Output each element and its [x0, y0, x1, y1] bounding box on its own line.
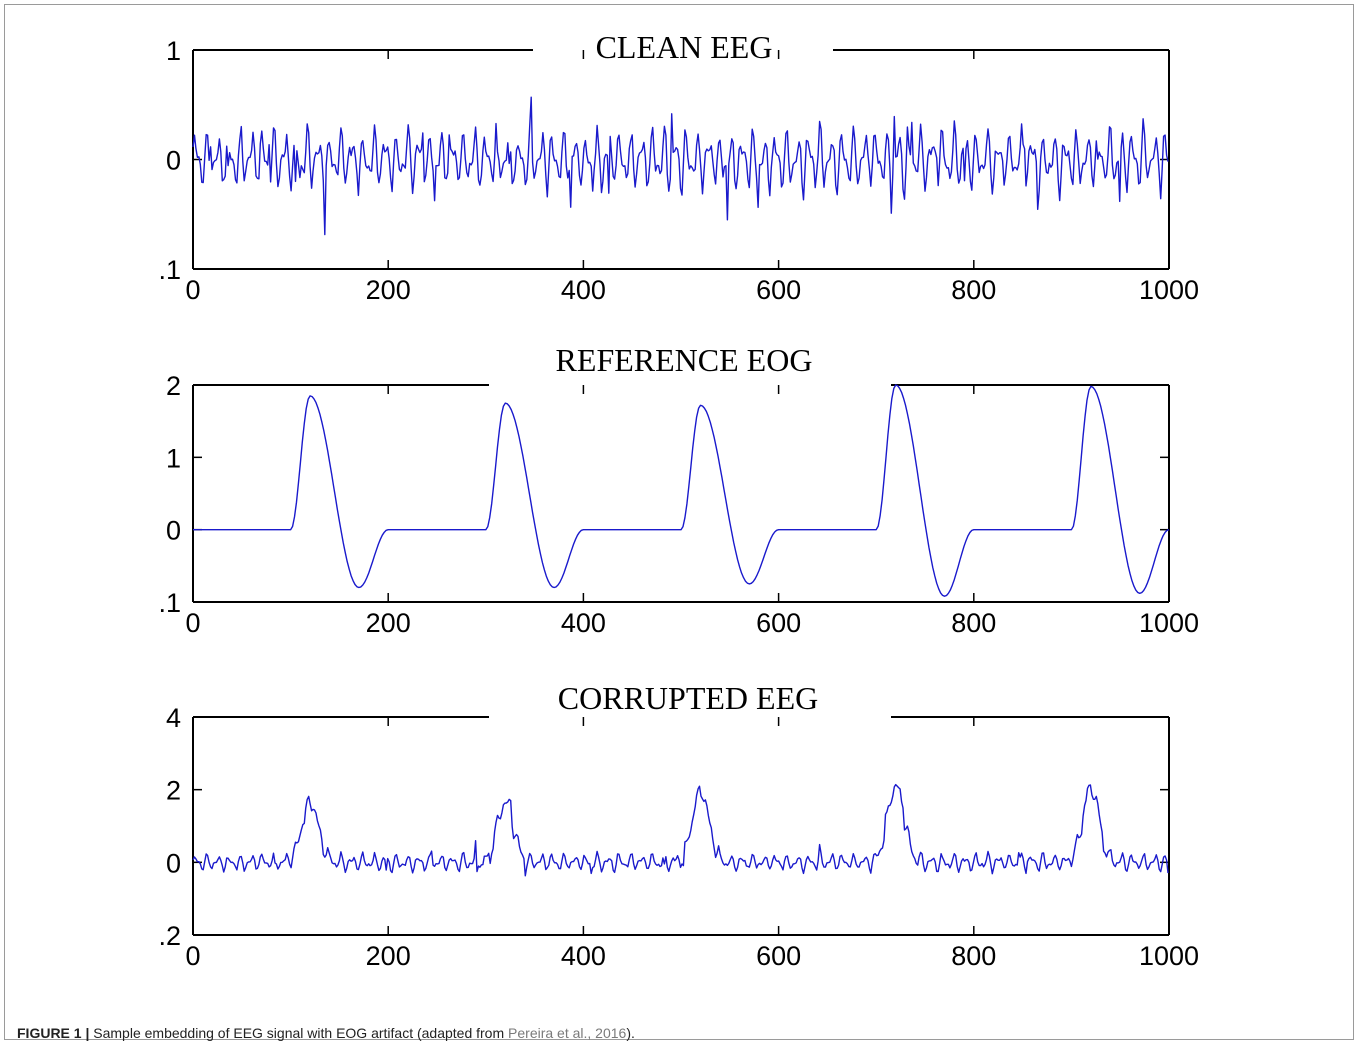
x-tick-label: 800	[951, 275, 996, 305]
x-tick-label: 200	[366, 275, 411, 305]
x-tick-label: 400	[561, 275, 606, 305]
x-tick-label: 400	[561, 608, 606, 638]
x-tick-label: 0	[185, 608, 200, 638]
figure-frame: CLEAN EEG 0 200 400 600 800 1000.1 0 1 REFERENCE …	[4, 4, 1354, 1041]
figure-label: FIGURE 1 |	[17, 1025, 90, 1041]
x-tick-label: 800	[951, 608, 996, 638]
caption-citation-link[interactable]: Pereira et al., 2016	[508, 1025, 627, 1041]
x-tick-label: 200	[366, 941, 411, 971]
caption-end: ).	[626, 1025, 635, 1041]
x-tick-label: 0	[185, 941, 200, 971]
x-tick-label: 400	[561, 941, 606, 971]
figure-caption: FIGURE 1 | Sample embedding of EEG signa…	[17, 1025, 635, 1041]
y-tick-label: .1	[158, 588, 181, 618]
x-tick-label: 1000	[1139, 608, 1199, 638]
y-tick-label: 0	[166, 516, 181, 546]
x-tick-label: 200	[366, 608, 411, 638]
y-tick-label: 0	[166, 146, 181, 176]
x-tick-label: 0	[185, 275, 200, 305]
series-line	[193, 384, 1170, 597]
x-tick-label: 600	[756, 608, 801, 638]
y-tick-label: 2	[166, 371, 181, 401]
x-tick-label: 1000	[1139, 941, 1199, 971]
y-tick-label: .2	[158, 921, 181, 951]
series-line	[192, 783, 1169, 877]
panel-title: CORRUPTED EEG	[558, 680, 818, 716]
y-tick-label: 0	[166, 848, 181, 878]
y-tick-label: .1	[158, 255, 181, 285]
y-tick-label: 1	[166, 36, 181, 66]
panel-title: REFERENCE EOG	[556, 342, 813, 378]
y-tick-label: 1	[166, 443, 181, 473]
panel-title: CLEAN EEG	[596, 29, 773, 65]
caption-text: Sample embedding of EEG signal with EOG …	[89, 1025, 509, 1041]
x-tick-label: 600	[756, 275, 801, 305]
series-line	[192, 96, 1169, 236]
y-tick-label: 2	[166, 776, 181, 806]
x-tick-label: 600	[756, 941, 801, 971]
x-tick-label: 1000	[1139, 275, 1199, 305]
y-tick-label: 4	[166, 703, 181, 733]
x-tick-label: 800	[951, 941, 996, 971]
